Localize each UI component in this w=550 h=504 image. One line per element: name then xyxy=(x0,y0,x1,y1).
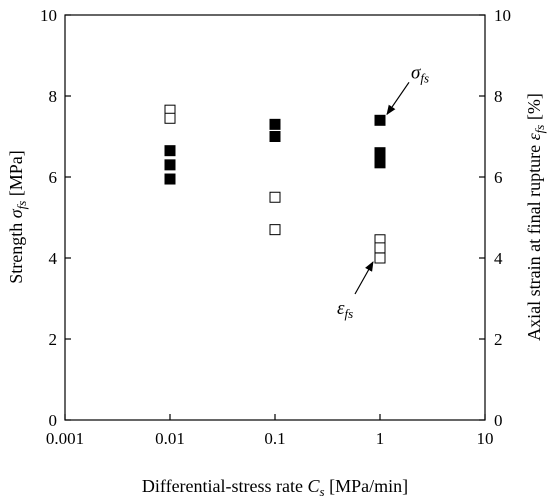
axis-ticks xyxy=(64,14,486,421)
strength-point xyxy=(269,118,281,130)
strength-point xyxy=(164,159,176,171)
strain-point xyxy=(164,112,176,124)
strength-point xyxy=(164,145,176,157)
y-right-tick-label: 0 xyxy=(494,411,503,430)
y-right-tick-label: 6 xyxy=(494,168,503,187)
annotation-arrow xyxy=(354,261,374,295)
strength-point xyxy=(374,114,386,126)
data-markers xyxy=(164,104,386,264)
y-left-tick-label: 10 xyxy=(40,6,57,25)
strength-point xyxy=(374,157,386,169)
strain-point xyxy=(374,242,386,254)
annotations: σfs εfs xyxy=(337,62,429,321)
y-left-tick-label: 0 xyxy=(49,411,58,430)
y-left-tick-label: 8 xyxy=(49,87,58,106)
sigma-fs-annotation: σfs xyxy=(411,62,429,85)
annotation-arrow xyxy=(386,81,410,116)
strain-point xyxy=(374,252,386,264)
x-axis-title: Differential-stress rate Cs [MPa/min] xyxy=(142,476,408,499)
y-left-tick-label: 6 xyxy=(49,168,58,187)
x-tick-label: 0.001 xyxy=(46,429,84,448)
y-axis-right-title: Axial strain at final rupture εfs [%] xyxy=(524,93,547,341)
y-left-tick-label: 4 xyxy=(49,249,58,268)
y-left-tick-label: 2 xyxy=(49,330,58,349)
strain-point xyxy=(269,224,281,236)
x-tick-label: 0.01 xyxy=(155,429,185,448)
x-tick-label: 0.1 xyxy=(264,429,285,448)
strength-point xyxy=(269,131,281,142)
strain-point xyxy=(269,191,281,203)
epsilon-fs-annotation: εfs xyxy=(337,298,353,321)
y-right-tick-label: 4 xyxy=(494,249,503,268)
x-tick-label: 1 xyxy=(376,429,385,448)
x-tick-label: 10 xyxy=(477,429,494,448)
y-right-tick-label: 8 xyxy=(494,87,503,106)
y-right-tick-label: 2 xyxy=(494,330,503,349)
strength-point xyxy=(164,173,176,185)
y-right-tick-label: 10 xyxy=(494,6,511,25)
y-axis-left-title: Strength σfs [MPa] xyxy=(6,150,29,284)
